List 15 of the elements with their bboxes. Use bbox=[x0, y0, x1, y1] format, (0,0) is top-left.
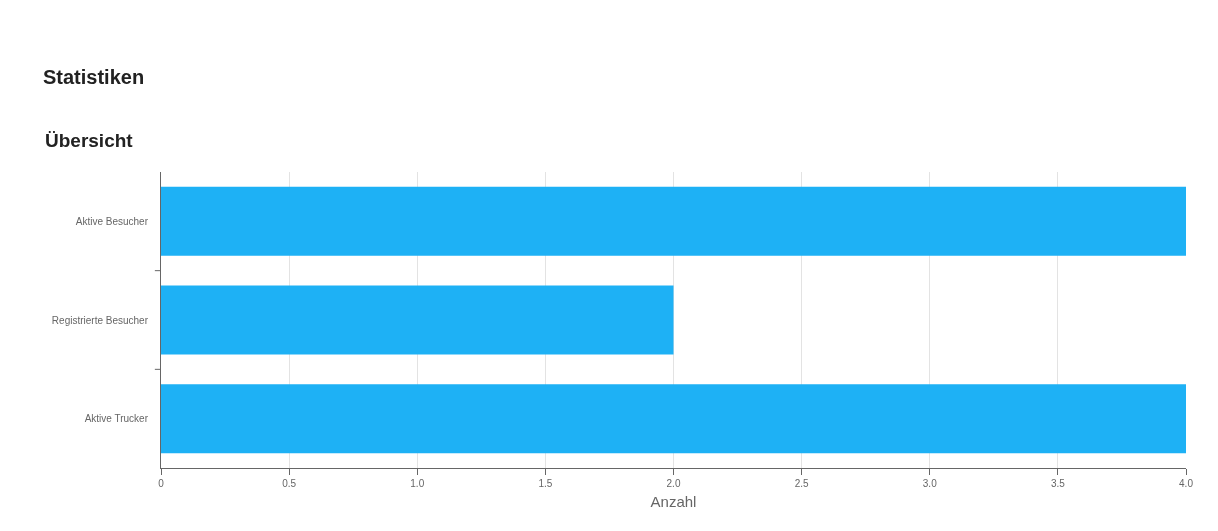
x-tick-label: 4.0 bbox=[1179, 478, 1194, 489]
x-tick-label: 2.0 bbox=[666, 478, 681, 489]
x-tick-label: 3.0 bbox=[922, 478, 938, 489]
chart-subtitle: Übersicht bbox=[45, 130, 134, 151]
x-tick-label: 3.5 bbox=[1050, 478, 1066, 489]
x-tick-label: 2.5 bbox=[794, 478, 810, 489]
x-tick-label: 1.5 bbox=[538, 478, 553, 489]
y-tick-label: Registrierte Besucher bbox=[51, 314, 149, 326]
chart-title: Statistiken bbox=[43, 66, 145, 88]
y-tick-label: Aktive Trucker bbox=[84, 413, 149, 425]
x-axis-title: Anzahl bbox=[650, 493, 697, 510]
x-tick-label: 0.5 bbox=[282, 478, 297, 489]
y-tick-label: Aktive Besucher bbox=[75, 215, 149, 227]
x-tick-label: 1.0 bbox=[410, 478, 425, 489]
x-tick-label: 0 bbox=[158, 478, 165, 489]
